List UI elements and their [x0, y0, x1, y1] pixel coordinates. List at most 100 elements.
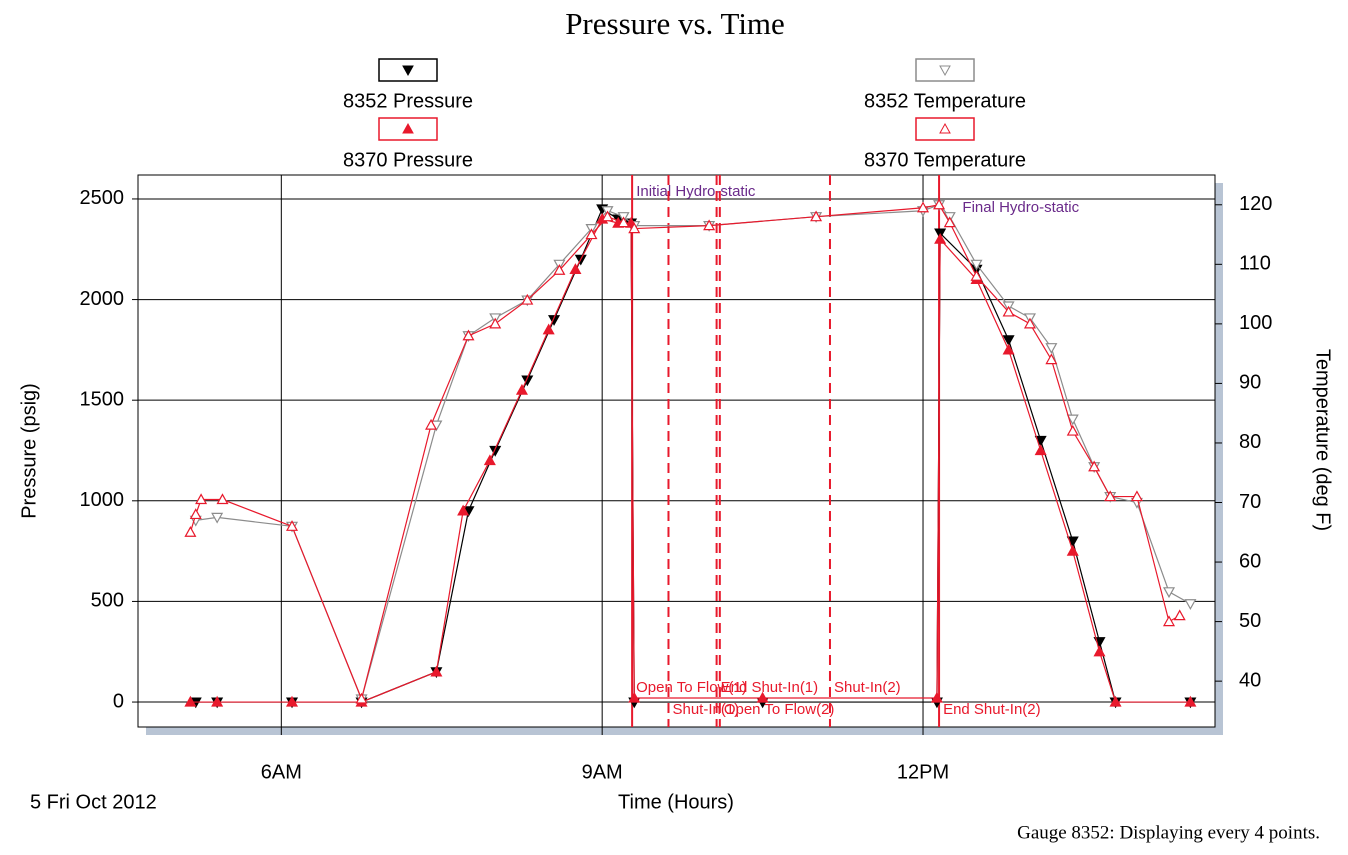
y2-tick-label: 60 — [1239, 550, 1261, 572]
y-tick-label: 2500 — [80, 187, 125, 209]
marker — [1002, 305, 1015, 317]
y2-tick-label: 90 — [1239, 372, 1261, 394]
marker — [1066, 414, 1079, 426]
footnote: Gauge 8352: Displaying every 4 points. — [1017, 822, 1320, 843]
x-tick-label: 12PM — [897, 761, 949, 783]
event-label: Shut-In(1) — [672, 701, 739, 718]
marker — [521, 293, 534, 305]
marker — [628, 691, 641, 703]
marker — [1023, 317, 1036, 329]
y2-tick-label: 120 — [1239, 193, 1272, 215]
marker — [1034, 444, 1047, 456]
marker — [521, 375, 534, 387]
y2-tick-label: 100 — [1239, 312, 1272, 334]
event-label: Shut-In(2) — [834, 679, 901, 696]
marker — [930, 691, 943, 703]
marker — [970, 259, 983, 271]
marker — [211, 512, 224, 524]
marker — [933, 198, 946, 210]
marker — [585, 228, 598, 240]
y2-axis-label: Temperature (deg F) — [1312, 349, 1334, 531]
marker — [569, 263, 582, 274]
marker — [457, 504, 470, 516]
marker — [425, 418, 438, 430]
marker — [917, 201, 930, 213]
marker — [1184, 695, 1197, 707]
marker — [1045, 353, 1058, 365]
marker — [1162, 587, 1176, 599]
marker — [970, 269, 983, 281]
marker — [430, 665, 443, 677]
marker — [1066, 544, 1079, 556]
marker — [1002, 343, 1015, 355]
legend-label: 8352 Pressure — [343, 90, 473, 112]
marker — [211, 695, 224, 707]
legend-label: 8370 Temperature — [864, 149, 1026, 171]
marker — [628, 222, 641, 234]
marker — [1173, 609, 1186, 621]
marker — [1162, 615, 1176, 627]
marker — [1093, 645, 1106, 657]
date-label: 5 Fri Oct 2012 — [30, 791, 157, 813]
y-tick-label: 2000 — [80, 288, 125, 310]
marker — [1002, 335, 1015, 347]
marker — [601, 210, 614, 222]
event-label: End Shut-In(1) — [721, 679, 819, 696]
y2-tick-label: 70 — [1239, 491, 1261, 513]
legend-label: 8370 Pressure — [343, 149, 473, 171]
legend-label: 8352 Temperature — [864, 90, 1026, 112]
marker — [617, 216, 630, 228]
x-tick-label: 9AM — [582, 761, 623, 783]
y-tick-label: 0 — [113, 690, 124, 712]
legend-marker — [939, 65, 951, 77]
y-axis-label: Pressure (psig) — [18, 383, 40, 519]
marker — [1066, 424, 1079, 436]
y2-tick-label: 110 — [1239, 253, 1271, 275]
y2-tick-label: 40 — [1239, 669, 1261, 691]
legend-marker — [402, 65, 414, 77]
marker — [703, 219, 716, 231]
marker — [355, 692, 368, 704]
marker — [548, 315, 561, 326]
y-tick-label: 1500 — [80, 388, 125, 410]
marker — [184, 695, 197, 707]
y2-tick-label: 50 — [1239, 610, 1261, 632]
series-line — [189, 204, 1181, 701]
event-label: Initial Hydro-static — [636, 183, 756, 200]
marker — [810, 210, 823, 222]
marker — [1184, 599, 1197, 610]
marker — [1104, 490, 1117, 502]
marker — [489, 445, 502, 457]
x-axis-label: Time (Hours) — [618, 791, 734, 813]
marker — [756, 691, 769, 703]
event-label: End Shut-In(2) — [943, 701, 1041, 718]
marker — [184, 526, 197, 537]
marker — [934, 232, 947, 244]
marker — [553, 264, 566, 275]
marker — [285, 520, 299, 531]
marker — [542, 323, 555, 335]
legend-marker — [402, 122, 414, 134]
marker — [195, 493, 208, 505]
marker — [1088, 460, 1101, 472]
marker — [515, 383, 528, 395]
event-label: Open To Flow(2) — [724, 701, 835, 718]
marker — [489, 317, 502, 329]
y2-tick-label: 80 — [1239, 431, 1261, 453]
marker — [483, 454, 496, 466]
y-tick-label: 500 — [91, 590, 124, 612]
marker — [189, 508, 202, 520]
marker — [1045, 343, 1058, 354]
marker — [943, 216, 956, 228]
chart-title: Pressure vs. Time — [565, 6, 785, 41]
marker — [216, 493, 229, 505]
marker — [285, 695, 299, 707]
event-label: Final Hydro-static — [962, 199, 1079, 216]
y-tick-label: 1000 — [80, 489, 125, 511]
marker — [1130, 490, 1143, 502]
x-tick-label: 6AM — [261, 761, 302, 783]
legend-marker — [939, 122, 951, 134]
plot-area — [137, 174, 1216, 728]
marker — [462, 329, 475, 341]
